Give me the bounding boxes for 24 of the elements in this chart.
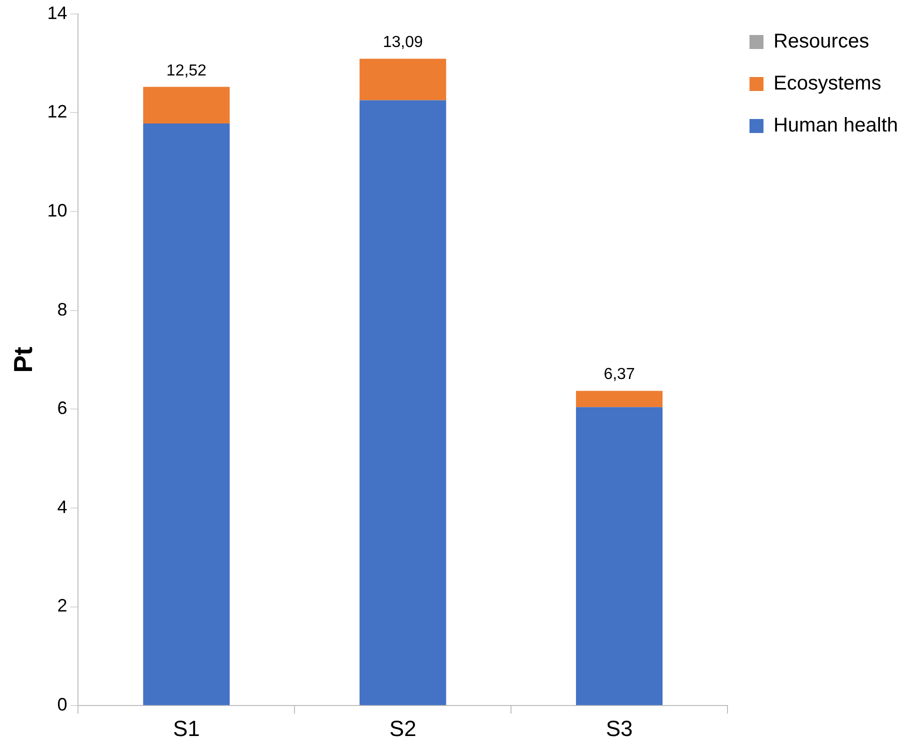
bar <box>360 100 446 706</box>
bar <box>576 390 663 408</box>
y-tick-label: 12 <box>47 102 68 122</box>
x-tick-label: S2 <box>389 716 416 741</box>
total-label: 6,37 <box>604 366 635 384</box>
legend-label: Human health <box>773 114 898 137</box>
total-label: 12,52 <box>166 62 207 80</box>
bar <box>360 58 446 100</box>
y-tick-label: 6 <box>57 398 68 418</box>
y-tick-label: 2 <box>57 596 68 616</box>
y-tick-label: 8 <box>57 299 68 320</box>
y-tick-label: 4 <box>57 496 68 517</box>
y-tick-label: 10 <box>47 200 68 220</box>
x-tick-label: S3 <box>606 716 633 741</box>
bar <box>576 407 663 706</box>
y-axis-title: Pt <box>8 346 38 373</box>
legend-label: Ecosystems <box>773 72 882 95</box>
y-tick-label: 14 <box>47 2 68 23</box>
legend-label: Resources <box>773 30 870 53</box>
x-tick-label: S1 <box>172 716 200 741</box>
y-tick-label: 0 <box>57 694 68 715</box>
total-label: 13,09 <box>382 34 423 52</box>
bar <box>143 124 230 706</box>
bar <box>143 86 230 124</box>
